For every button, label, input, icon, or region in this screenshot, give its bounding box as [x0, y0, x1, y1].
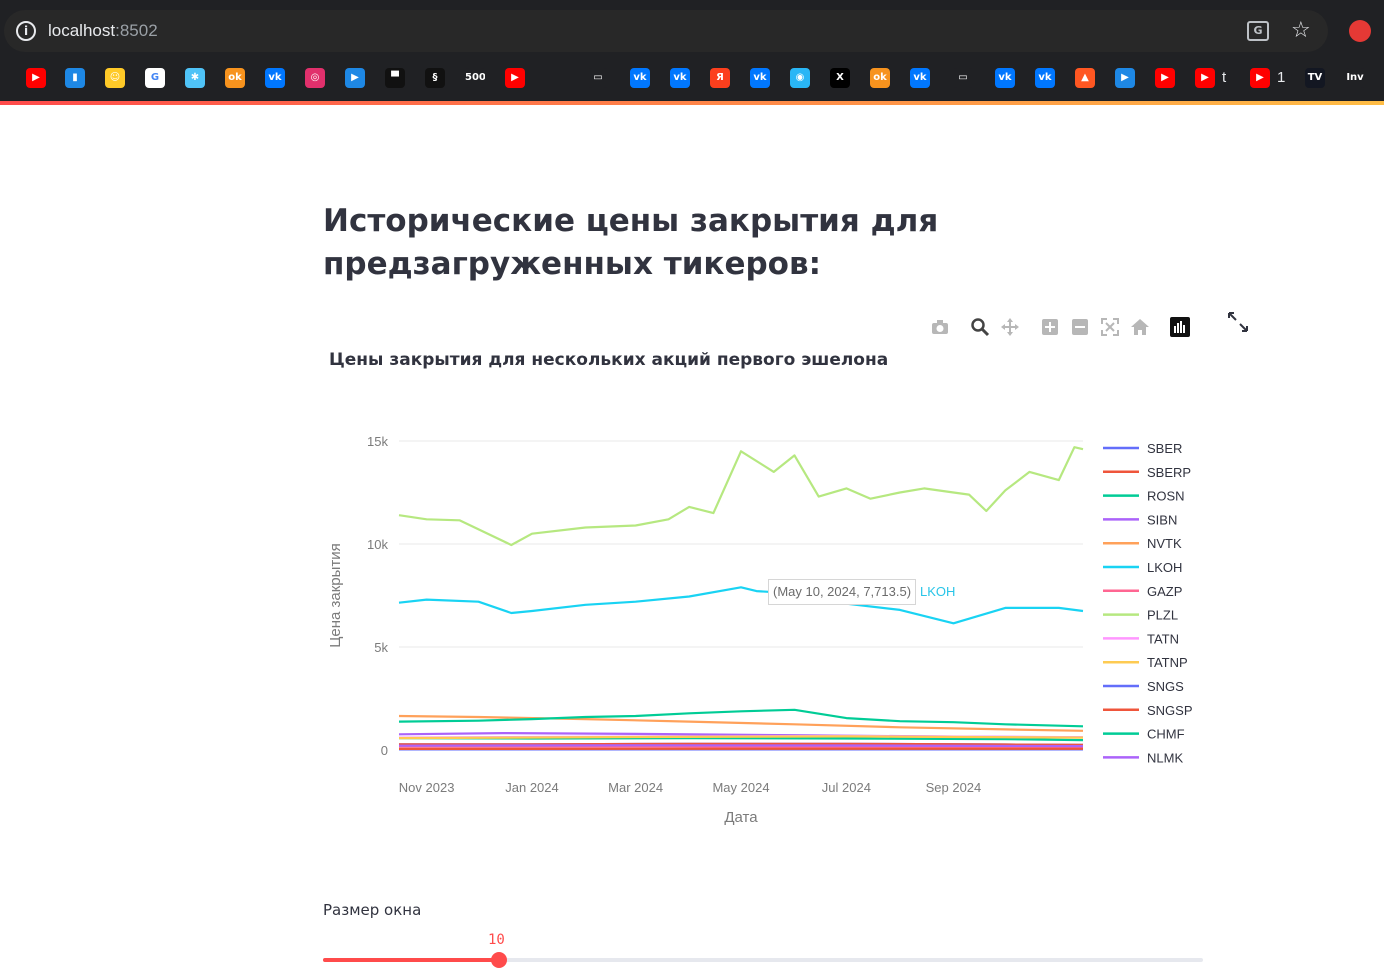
flame-icon[interactable]: ▲: [1075, 68, 1095, 88]
odnoklassniki-icon[interactable]: ok: [225, 68, 245, 88]
x-tick-label: Nov 2023: [399, 780, 455, 795]
vk-icon[interactable]: vk: [670, 68, 690, 88]
legend-item-sberp[interactable]: SBERP: [1147, 465, 1191, 480]
legend-item-gazp[interactable]: GAZP: [1147, 584, 1182, 599]
y-tick-label: 10k: [367, 537, 388, 552]
x-tick-label: Jul 2024: [822, 780, 871, 795]
zoom-out-icon[interactable]: [1068, 315, 1092, 339]
url-text[interactable]: localhost:8502: [48, 21, 158, 41]
y-tick-label: 15k: [367, 434, 388, 449]
500px-icon[interactable]: 500: [465, 68, 485, 88]
legend-item-lkoh[interactable]: LKOH: [1147, 560, 1182, 575]
vk-icon[interactable]: vk: [630, 68, 650, 88]
folder-icon[interactable]: ▭: [953, 68, 973, 88]
line-chart[interactable]: 0 5k 10k 15k Nov 2023 Jan 2024 Mar 2024 May 202…: [320, 420, 1210, 840]
reset-axes-home-icon[interactable]: [1128, 315, 1152, 339]
x-tick-label: Sep 2024: [926, 780, 982, 795]
hover-tooltip: (May 10, 2024, 7,713.5): [768, 579, 917, 605]
bookmark-star-icon[interactable]: ☆: [1291, 18, 1311, 43]
vk-icon[interactable]: vk: [1035, 68, 1055, 88]
unsplash-icon[interactable]: ▀: [385, 68, 405, 88]
y-axis-title: Цена закрытия: [327, 543, 344, 648]
translate-icon[interactable]: G: [1247, 21, 1269, 41]
x-tick-label: May 2024: [712, 780, 769, 795]
page-title: Исторические цены закрытия для предзагру…: [323, 203, 939, 282]
puzzle-icon[interactable]: ✱: [185, 68, 205, 88]
series-line-sberp[interactable]: [399, 742, 1084, 746]
legend-item-tatnp[interactable]: TATNP: [1147, 655, 1188, 670]
autoscale-icon[interactable]: [1098, 315, 1122, 339]
browser-chrome: i localhost:8502 G ☆ t 1 ▶ ▮ ☺ G ✱ ok vk ◎ ▶ ▀ § 50…: [0, 0, 1384, 104]
tradingview-icon[interactable]: TV: [1305, 68, 1325, 88]
investing-icon[interactable]: Inv: [1345, 68, 1365, 88]
url-host: localhost: [48, 21, 116, 40]
legend-item-sibn[interactable]: SIBN: [1147, 512, 1177, 527]
camera-icon[interactable]: [928, 315, 952, 339]
series-line-plzl[interactable]: [398, 446, 1084, 547]
legend-item-sngs[interactable]: SNGS: [1147, 679, 1184, 694]
plotly-logo-icon[interactable]: [1168, 315, 1192, 339]
url-port: :8502: [115, 21, 158, 40]
youtube-icon[interactable]: ▶: [1195, 68, 1215, 88]
vk-icon[interactable]: vk: [265, 68, 285, 88]
chart-title: Цены закрытия для нескольких акций перво…: [329, 350, 889, 370]
folder-icon[interactable]: ▭: [588, 68, 608, 88]
y-tick-label: 5k: [374, 640, 388, 655]
address-bar[interactable]: i localhost:8502 G ☆: [4, 10, 1328, 52]
youtube-icon[interactable]: ▶: [26, 68, 46, 88]
cloud-icon[interactable]: ◉: [790, 68, 810, 88]
youtube-icon[interactable]: ▶: [505, 68, 525, 88]
legend-item-plzl[interactable]: PLZL: [1147, 608, 1178, 623]
zoom-in-icon[interactable]: [1038, 315, 1062, 339]
vk-icon[interactable]: vk: [995, 68, 1015, 88]
app-header-decoration: [0, 101, 1384, 105]
smile-icon[interactable]: ☺: [105, 68, 125, 88]
legend-item-sber[interactable]: SBER: [1147, 441, 1182, 456]
legend-item-sngsp[interactable]: SNGSP: [1147, 703, 1193, 718]
y-tick-label: 0: [381, 743, 388, 758]
fullscreen-expand-icon[interactable]: [1226, 310, 1250, 334]
pan-icon[interactable]: [998, 315, 1022, 339]
extension-icon[interactable]: [1349, 20, 1371, 42]
instagram-icon[interactable]: ◎: [305, 68, 325, 88]
legend-item-chmf[interactable]: CHMF: [1147, 727, 1185, 742]
series-line-chmf[interactable]: [398, 708, 1084, 728]
site-info-icon[interactable]: i: [16, 21, 36, 41]
series-line-lkoh[interactable]: [398, 586, 1084, 625]
youtube-icon[interactable]: ▶: [1250, 68, 1270, 88]
window-size-label: Размер окна: [323, 901, 422, 919]
legend-item-nlmk[interactable]: NLMK: [1147, 750, 1183, 765]
bookmark-label[interactable]: t: [1222, 69, 1227, 86]
yandex-icon[interactable]: Я: [710, 68, 730, 88]
slider-thumb[interactable]: [491, 952, 507, 968]
x-tick-label: Mar 2024: [608, 780, 663, 795]
bookmark-label[interactable]: 1: [1277, 69, 1286, 86]
x-axis-title: Дата: [724, 809, 758, 826]
x-icon[interactable]: X: [830, 68, 850, 88]
x-tick-label: Jan 2024: [505, 780, 559, 795]
google-icon[interactable]: G: [145, 68, 165, 88]
legend-item-rosn[interactable]: ROSN: [1147, 489, 1185, 504]
vk-icon[interactable]: vk: [750, 68, 770, 88]
window-size-slider[interactable]: [323, 952, 1203, 968]
vk-icon[interactable]: vk: [910, 68, 930, 88]
slider-fill: [323, 958, 499, 962]
squarespace-icon[interactable]: §: [425, 68, 445, 88]
series-line-nlmk[interactable]: [398, 744, 1084, 748]
series-line-nvtk[interactable]: [398, 714, 1084, 732]
odnoklassniki-icon[interactable]: ok: [870, 68, 890, 88]
youtube-icon[interactable]: ▶: [1155, 68, 1175, 88]
play-icon[interactable]: ▶: [1115, 68, 1135, 88]
window-size-value: 10: [488, 932, 505, 948]
zoom-icon[interactable]: [968, 315, 992, 339]
series-line-tatnp[interactable]: [398, 735, 1084, 740]
hover-series-name: LKOH: [920, 584, 956, 599]
analytics-icon[interactable]: ▮: [65, 68, 85, 88]
chart-modebar: [925, 315, 1195, 339]
play-icon[interactable]: ▶: [345, 68, 365, 88]
legend-item-tatn[interactable]: TATN: [1147, 631, 1179, 646]
legend-item-nvtk[interactable]: NVTK: [1147, 536, 1182, 551]
